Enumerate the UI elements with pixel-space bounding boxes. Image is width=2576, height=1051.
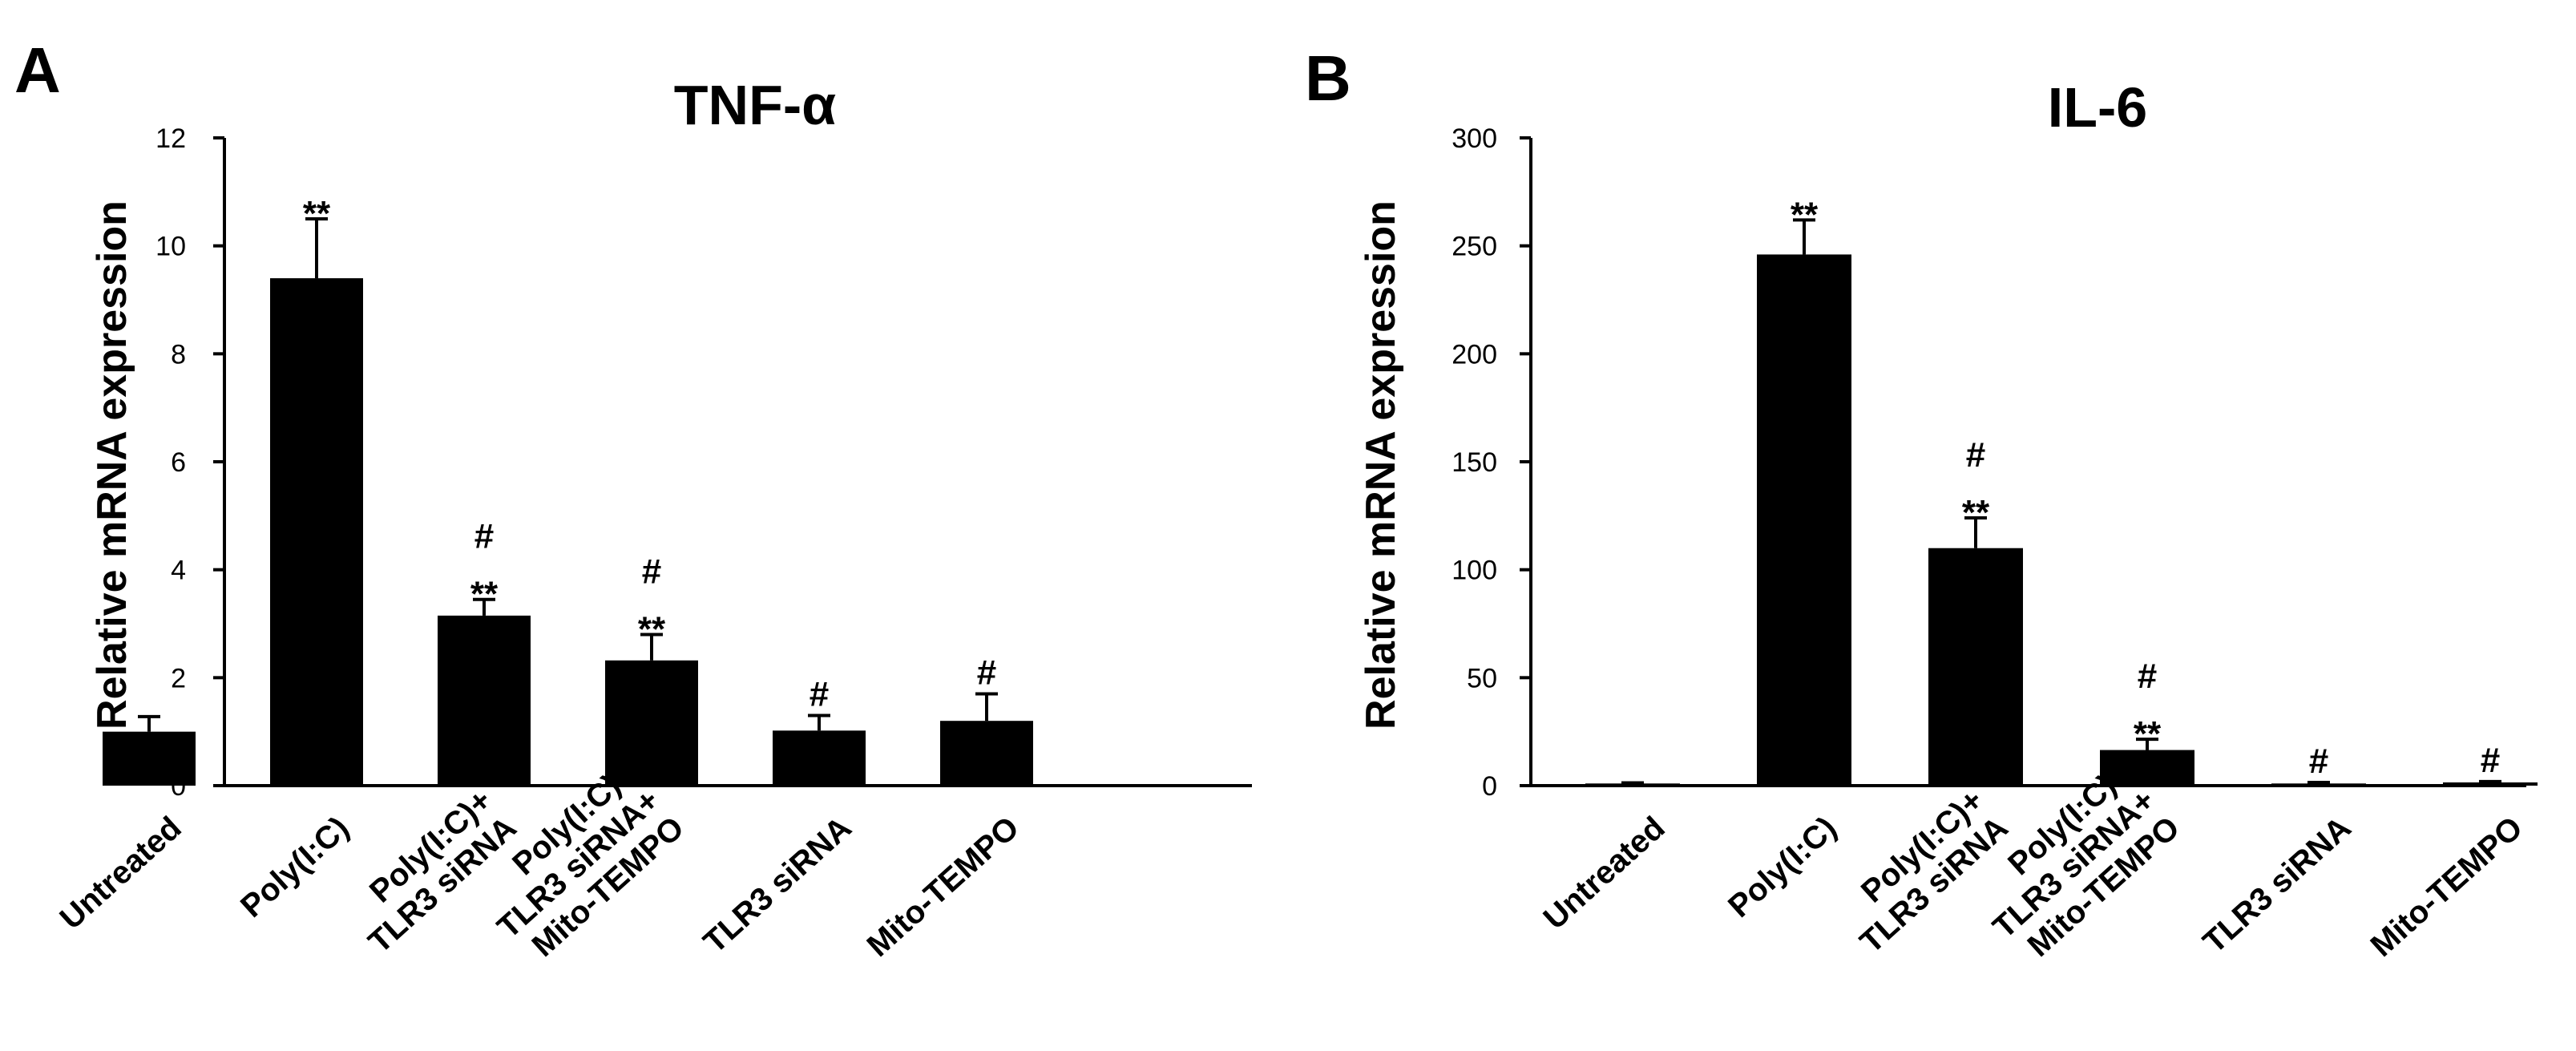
y-tick-label: 150 [1452,447,1497,478]
y-tick-label: 200 [1452,339,1497,370]
x-axis-tick-labels: Untreated Poly(I:C) Poly(I:C)+TLR3 siRNAPo… [1537,755,2530,972]
significance-stars: ** [303,194,331,233]
significance-markers: ** ** # ** # # # [303,194,996,713]
x-tick-label: Mito-TEMPO [861,810,1026,964]
y-tick-label: 4 [171,556,186,586]
x-tick-label: Poly(I:C)+TLR3 siRNA [337,782,523,960]
x-axis-tick-labels: Untreated Poly(I:C) Poly(I:C)+TLR3 siRNAPo… [54,755,1026,972]
bar [1928,548,2023,786]
x-tick-label: Poly(I:C)+TLR3 siRNA+Mito-TEMPO [466,755,691,972]
bars [103,278,1033,786]
x-tick-label-line: Untreated [54,810,188,936]
panel-a-tnf-alpha-chart: A TNF-α Relative mRNA expression 0246810… [14,34,1252,972]
y-tick-label: 250 [1452,232,1497,262]
bar [2100,750,2194,786]
significance-stars: ** [1791,195,1819,234]
x-tick-label: Untreated [54,810,188,936]
bars [1585,254,2538,786]
x-tick-label-line: Mito-TEMPO [861,810,1026,964]
significance-hash: # [642,552,661,591]
chart-title-tnf-alpha: TNF-α [674,74,836,136]
y-tick-label: 8 [171,339,186,370]
x-tick-label: Untreated [1537,810,1672,936]
y-axis-label: Relative mRNA expression [1358,200,1404,730]
bar [1585,783,1680,786]
bar [605,660,698,786]
bar [773,730,866,786]
bar [940,721,1033,786]
bar [2271,783,2366,786]
x-tick-label-line: Untreated [1537,810,1672,936]
significance-stars: ** [470,575,499,614]
y-tick-label: 100 [1452,556,1497,586]
y-tick-label: 50 [1467,663,1497,693]
significance-hash: # [1966,435,1985,475]
x-tick-label-line: Poly(I:C) [234,810,356,924]
significance-stars: ** [2134,714,2162,754]
x-tick-label-line: Mito-TEMPO [2364,810,2530,964]
x-tick-label-line: TLR3 siRNA [2197,810,2358,960]
bar [270,278,363,786]
bar [438,615,531,786]
y-tick-label: 2 [171,663,186,693]
x-tick-label: Poly(I:C)+TLR3 siRNA [1829,782,2015,960]
x-tick-label: Poly(I:C)+TLR3 siRNA+Mito-TEMPO [1962,755,2186,972]
bar [2443,782,2538,786]
significance-hash: # [810,674,829,713]
chart-title-il6: IL-6 [2048,76,2147,139]
x-tick-label-line: Poly(I:C) [1722,810,1843,924]
y-tick-label: 0 [1482,771,1497,802]
panel-b-il6-chart: B IL-6 Relative mRNA expression 0 50 100 15… [1305,42,2538,972]
x-tick-label-line: TLR3 siRNA [697,810,858,960]
y-tick-label: 300 [1452,123,1497,154]
x-tick-label: TLR3 siRNA [2197,810,2358,960]
significance-hash: # [2309,742,2328,781]
x-tick-label: Mito-TEMPO [2364,810,2530,964]
error-bars [1621,218,2501,785]
significance-hash: # [2138,657,2157,696]
significance-hash: # [474,517,494,556]
significance-hash: # [977,653,996,693]
bar [103,731,196,786]
x-tick-label: Poly(I:C) [1722,810,1843,924]
panel-letter-b: B [1305,42,1351,114]
significance-stars: ** [1962,493,1990,532]
y-axis-label: Relative mRNA expression [89,200,135,730]
significance-markers: ** ** # ** # # # [1791,195,2500,781]
x-tick-label: TLR3 siRNA [697,810,858,960]
panel-letter-a: A [14,34,61,106]
y-tick-label: 12 [155,123,186,154]
x-tick-label: Poly(I:C) [234,810,356,924]
y-tick-label: 6 [171,447,186,478]
bar [1757,254,1851,786]
significance-hash: # [2481,741,2500,780]
y-axis-ticks: 0 50 100 150 200 250 300 [1452,123,1531,802]
y-tick-label: 10 [155,232,186,262]
error-bars [138,217,998,732]
significance-stars: ** [638,609,666,649]
